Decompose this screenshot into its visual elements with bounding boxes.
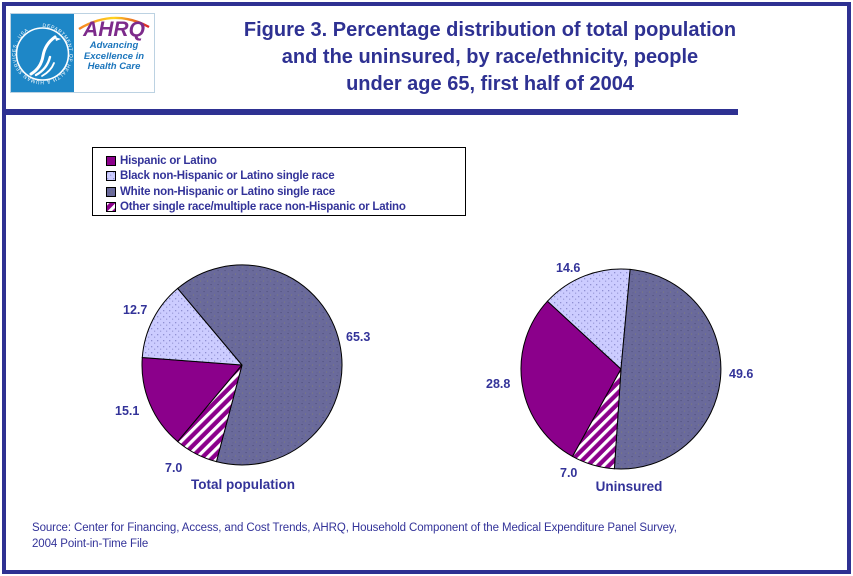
ahrq-tagline: Advancing Excellence in Health Care	[83, 40, 145, 73]
pie-slice	[176, 264, 343, 466]
pie-slice	[177, 364, 243, 463]
pie-slice	[571, 368, 622, 470]
figure-title-line: and the uninsured, by race/ethnicity, pe…	[281, 46, 699, 68]
tagline-line: Excellence in	[83, 50, 145, 62]
legend-swatch-hispanic	[106, 155, 116, 166]
figure-title-line: Figure 3. Percentage distribution of tot…	[243, 19, 737, 41]
label-total-other-value: 7.0	[165, 461, 183, 475]
figure-title: Figure 3. Percentage distribution of tot…	[190, 17, 790, 98]
label-uninsured-hispanic-value: 28.8	[486, 377, 511, 391]
source-line: 2004 Point-in-Time File	[32, 537, 149, 550]
chart-legend: Hispanic or Latino Black non-Hispanic or…	[92, 147, 466, 216]
source-line: Source: Center for Financing, Access, an…	[32, 522, 677, 534]
label-total-white-value: 65.3	[346, 330, 371, 344]
label-uninsured-other-value: 7.0	[560, 466, 578, 480]
ahrq-logo: DEPARTMENT OF HEALTH & HUMAN SERVICES · …	[10, 13, 155, 93]
ahrq-wordmark: AHRQ	[83, 18, 145, 41]
title-underline-bar	[2, 109, 738, 115]
tagline-line: Advancing	[89, 40, 139, 51]
pie-slice	[141, 356, 244, 443]
tagline-line: Health Care	[87, 61, 141, 72]
rainbow-arc-icon	[78, 16, 150, 30]
pie-slice	[141, 287, 244, 366]
pie-title-total-population: Total population	[191, 477, 295, 492]
legend-label: White non-Hispanic or Latino single race	[120, 185, 335, 198]
pie-chart-total-population	[141, 264, 343, 466]
legend-item-white: White non-Hispanic or Latino single race	[106, 184, 465, 200]
figure-title-line: under age 65, first half of 2004	[346, 73, 634, 95]
legend-item-other: Other single race/multiple race non-Hisp…	[106, 200, 465, 216]
pie-slice	[520, 300, 622, 458]
pie-slice	[546, 268, 631, 371]
legend-item-hispanic: Hispanic or Latino	[106, 153, 465, 169]
hhs-eagle-icon: DEPARTMENT OF HEALTH & HUMAN SERVICES · …	[11, 23, 73, 85]
legend-label: Other single race/multiple race non-Hisp…	[120, 201, 406, 214]
pie-chart-uninsured	[520, 268, 722, 470]
legend-label: Hispanic or Latino	[120, 154, 217, 167]
pie-title-uninsured: Uninsured	[595, 479, 663, 494]
label-total-hispanic-value: 15.1	[115, 404, 140, 418]
legend-swatch-other	[106, 202, 116, 213]
legend-item-black: Black non-Hispanic or Latino single race	[106, 169, 465, 185]
legend-swatch-black	[106, 171, 116, 182]
hhs-seal: DEPARTMENT OF HEALTH & HUMAN SERVICES · …	[11, 14, 74, 92]
legend-label: Black non-Hispanic or Latino single race	[120, 170, 335, 183]
label-uninsured-black-value: 14.6	[556, 261, 581, 275]
legend-swatch-white	[106, 186, 116, 197]
label-total-black-value: 12.7	[123, 303, 148, 317]
label-uninsured-white-value: 49.6	[729, 367, 754, 381]
pie-slice	[613, 268, 722, 470]
source-note: Source: Center for Financing, Access, an…	[32, 521, 832, 552]
ahrq-logo-right: AHRQ Advancing Excellence in Health Care	[74, 14, 154, 92]
